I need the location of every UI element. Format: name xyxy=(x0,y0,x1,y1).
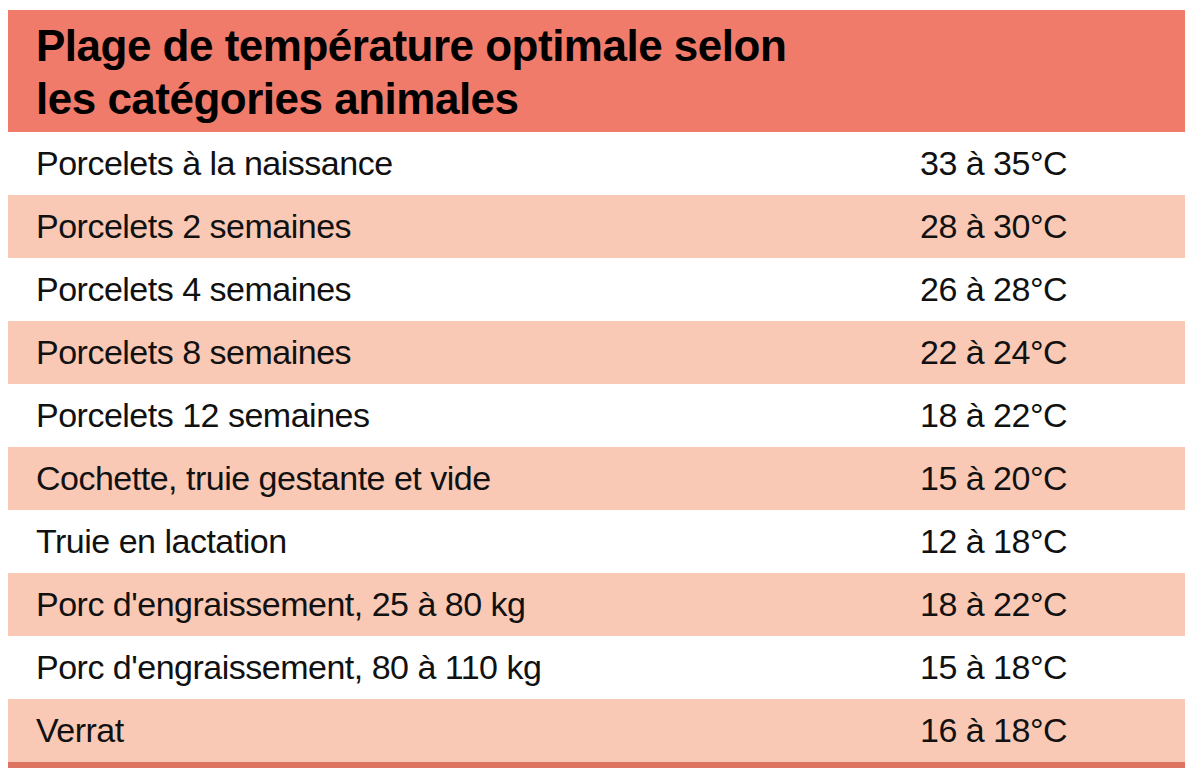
category-label: Porcelets 8 semaines xyxy=(36,333,351,372)
temperature-value: 28 à 30°C xyxy=(920,207,1067,246)
temperature-value: 22 à 24°C xyxy=(920,333,1067,372)
table-row: Porcelets 4 semaines 26 à 28°C xyxy=(8,258,1185,321)
table-row: Cochette, truie gestante et vide 15 à 20… xyxy=(8,447,1185,510)
temperature-value: 33 à 35°C xyxy=(920,144,1067,183)
temperature-value: 16 à 18°C xyxy=(920,711,1067,750)
temperature-value: 15 à 18°C xyxy=(920,648,1067,687)
table-header: Plage de température optimale selon les … xyxy=(8,10,1185,132)
temperature-table: Plage de température optimale selon les … xyxy=(8,10,1185,768)
temperature-value: 15 à 20°C xyxy=(920,459,1067,498)
table-row: Porc d'engraissement, 80 à 110 kg 15 à 1… xyxy=(8,636,1185,699)
table-row: Porc d'engraissement, 25 à 80 kg 18 à 22… xyxy=(8,573,1185,636)
category-label: Truie en lactation xyxy=(36,522,287,561)
bottom-border xyxy=(8,762,1185,768)
category-label: Verrat xyxy=(36,711,124,750)
category-label: Porcelets 2 semaines xyxy=(36,207,351,246)
category-label: Porc d'engraissement, 80 à 110 kg xyxy=(36,648,541,687)
table-title-line-2: les catégories animales xyxy=(36,72,1165,125)
table-row: Porcelets à la naissance 33 à 35°C xyxy=(8,132,1185,195)
temperature-value: 18 à 22°C xyxy=(920,396,1067,435)
category-label: Porcelets 4 semaines xyxy=(36,270,351,309)
table-row: Verrat 16 à 18°C xyxy=(8,699,1185,762)
table-body: Porcelets à la naissance 33 à 35°C Porce… xyxy=(8,132,1185,762)
category-label: Porcelets 12 semaines xyxy=(36,396,369,435)
temperature-value: 18 à 22°C xyxy=(920,585,1067,624)
table-row: Porcelets 8 semaines 22 à 24°C xyxy=(8,321,1185,384)
category-label: Porc d'engraissement, 25 à 80 kg xyxy=(36,585,525,624)
table-row: Truie en lactation 12 à 18°C xyxy=(8,510,1185,573)
category-label: Porcelets à la naissance xyxy=(36,144,393,183)
table-title-line-1: Plage de température optimale selon xyxy=(36,19,1165,72)
table-row: Porcelets 2 semaines 28 à 30°C xyxy=(8,195,1185,258)
category-label: Cochette, truie gestante et vide xyxy=(36,459,491,498)
table-row: Porcelets 12 semaines 18 à 22°C xyxy=(8,384,1185,447)
temperature-value: 26 à 28°C xyxy=(920,270,1067,309)
temperature-value: 12 à 18°C xyxy=(920,522,1067,561)
